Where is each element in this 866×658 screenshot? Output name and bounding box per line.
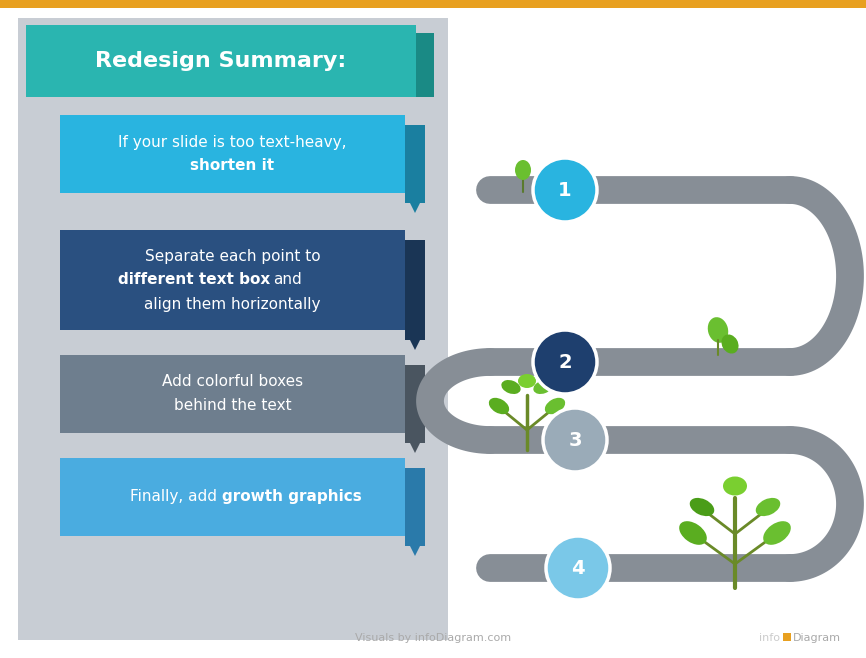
- Circle shape: [533, 158, 597, 222]
- Bar: [18, 18, 448, 640]
- Text: Visuals by infoDiagram.com: Visuals by infoDiagram.com: [355, 633, 511, 643]
- Ellipse shape: [721, 334, 739, 353]
- Bar: [60, 355, 405, 433]
- Text: Redesign Summary:: Redesign Summary:: [95, 51, 346, 71]
- Text: 4: 4: [572, 559, 585, 578]
- Polygon shape: [405, 536, 425, 556]
- Ellipse shape: [723, 476, 747, 495]
- Ellipse shape: [545, 398, 565, 414]
- Bar: [0, 0, 866, 8]
- Text: Separate each point to: Separate each point to: [145, 249, 320, 263]
- Ellipse shape: [533, 380, 553, 394]
- Ellipse shape: [518, 374, 536, 388]
- Bar: [60, 115, 405, 193]
- Ellipse shape: [763, 521, 791, 545]
- Text: align them horizontally: align them horizontally: [145, 297, 320, 311]
- Ellipse shape: [689, 498, 714, 516]
- Text: info: info: [759, 633, 780, 643]
- Bar: [416, 33, 434, 97]
- Text: 1: 1: [559, 180, 572, 199]
- Ellipse shape: [515, 160, 531, 180]
- Text: Add colorful boxes: Add colorful boxes: [162, 374, 303, 390]
- Text: Diagram: Diagram: [793, 633, 841, 643]
- Text: Finally, add: Finally, add: [130, 490, 222, 505]
- Bar: [405, 468, 425, 546]
- Polygon shape: [405, 433, 425, 453]
- Polygon shape: [405, 193, 425, 213]
- Ellipse shape: [679, 521, 707, 545]
- Bar: [60, 230, 405, 330]
- Bar: [783, 633, 791, 641]
- Circle shape: [533, 330, 597, 394]
- Text: If your slide is too text-heavy,: If your slide is too text-heavy,: [119, 134, 346, 149]
- Text: behind the text: behind the text: [174, 399, 291, 413]
- Text: different text box: different text box: [119, 272, 270, 288]
- Text: 3: 3: [568, 430, 582, 449]
- Ellipse shape: [708, 317, 728, 343]
- Bar: [26, 25, 416, 97]
- Text: growth graphics: growth graphics: [222, 490, 362, 505]
- Circle shape: [546, 536, 610, 600]
- Text: 2: 2: [559, 353, 572, 372]
- Circle shape: [543, 408, 607, 472]
- Text: shorten it: shorten it: [191, 159, 275, 174]
- Polygon shape: [405, 330, 425, 350]
- Bar: [60, 458, 405, 536]
- Bar: [405, 125, 425, 203]
- Ellipse shape: [501, 380, 520, 394]
- Bar: [405, 365, 425, 443]
- Text: and: and: [273, 272, 302, 288]
- Ellipse shape: [488, 398, 509, 414]
- Ellipse shape: [756, 498, 780, 516]
- Bar: [405, 240, 425, 340]
